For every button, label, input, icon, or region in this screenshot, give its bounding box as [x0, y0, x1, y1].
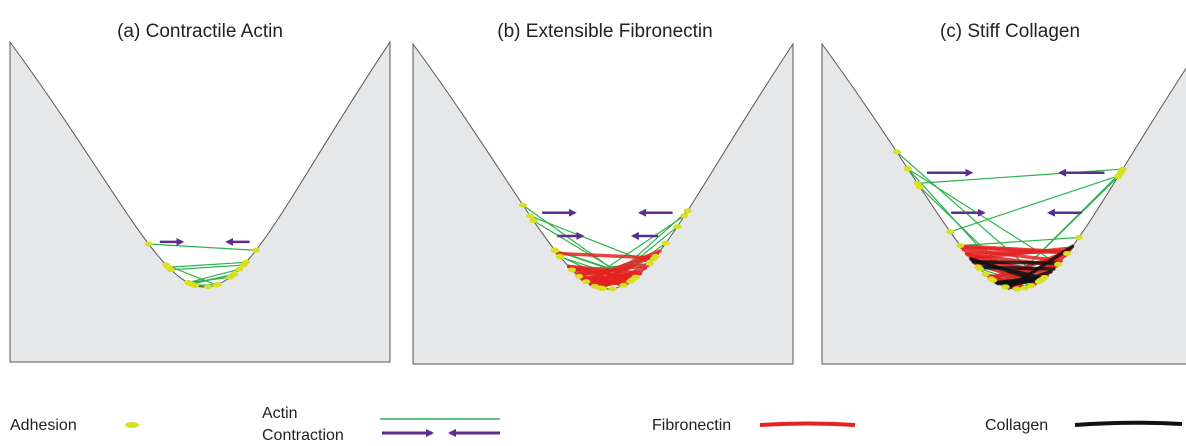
adhesion	[645, 261, 654, 267]
panels	[9, 40, 1186, 365]
adhesion	[956, 243, 965, 249]
substrate	[9, 40, 391, 363]
adhesion	[203, 284, 212, 290]
adhesion	[1036, 278, 1045, 284]
adhesion	[974, 264, 983, 270]
fibronectin-fiber	[566, 264, 636, 281]
adhesion	[946, 229, 955, 235]
adhesion	[1001, 284, 1010, 290]
adhesion	[1054, 261, 1063, 267]
panel-title: (a) Contractile Actin	[117, 21, 283, 42]
legend-label: Fibronectin	[652, 417, 731, 434]
adhesion	[1027, 283, 1036, 289]
adhesion	[892, 149, 901, 155]
adhesion	[680, 213, 689, 219]
adhesion	[981, 271, 990, 277]
adhesion	[251, 247, 260, 253]
adhesion	[1020, 285, 1029, 291]
adhesion	[519, 202, 528, 208]
actin-fiber	[148, 243, 256, 251]
adhesion	[144, 241, 153, 247]
fibronectin-swatch	[759, 421, 856, 427]
adhesion	[626, 279, 635, 285]
adhesion	[631, 274, 640, 280]
legend-label: Actin	[262, 405, 298, 422]
adhesion	[191, 282, 200, 288]
actin-fiber	[187, 276, 231, 284]
adhesion	[526, 213, 535, 219]
legend-label: Adhesion	[10, 417, 77, 434]
actin-fiber	[950, 175, 1119, 233]
adhesion	[235, 266, 244, 272]
collagen-fiber	[1006, 244, 1075, 290]
adhesion	[1063, 251, 1072, 257]
adhesion-swatch	[125, 422, 139, 428]
adhesion	[913, 180, 922, 186]
adhesion	[987, 276, 996, 282]
adhesion	[683, 208, 692, 214]
panel-title: (c) Stiff Collagen	[940, 21, 1080, 42]
adhesion	[582, 279, 591, 285]
adhesion	[184, 280, 193, 286]
substrate	[821, 42, 1186, 365]
adhesion	[1013, 286, 1022, 292]
adhesion	[550, 247, 559, 253]
adhesion	[1114, 173, 1123, 179]
legend: Adhesion Actin Contraction Fibronectin C…	[10, 405, 1183, 444]
adhesion	[673, 224, 682, 230]
adhesion	[1074, 235, 1083, 241]
actin-fiber	[960, 236, 1079, 247]
adhesion	[166, 267, 175, 273]
adhesion	[661, 240, 670, 246]
adhesion	[239, 262, 248, 268]
actin-fiber	[917, 168, 1123, 184]
adhesion	[596, 285, 605, 291]
adhesion	[568, 267, 577, 273]
adhesion	[649, 256, 658, 262]
adhesion	[575, 273, 584, 279]
substrate	[412, 42, 794, 365]
fibronectin-fiber	[575, 263, 650, 277]
adhesion	[619, 282, 628, 288]
actin-fiber	[168, 261, 247, 268]
collagen-fiber	[976, 265, 1056, 271]
adhesion	[226, 274, 235, 280]
legend-label: Contraction	[262, 427, 344, 444]
adhesion	[608, 286, 617, 292]
adhesion	[529, 218, 538, 224]
legend-label: Collagen	[985, 417, 1048, 434]
adhesion	[903, 166, 912, 172]
actin-fiber	[896, 151, 1043, 281]
actin-fiber	[170, 264, 244, 271]
adhesion	[555, 253, 564, 259]
collagen-fiber	[969, 257, 1042, 284]
actin-fiber	[187, 268, 240, 284]
actin-fiber	[165, 264, 217, 286]
fibronectin-fiber	[555, 251, 657, 260]
adhesion	[213, 281, 222, 287]
collagen-swatch	[1074, 420, 1183, 427]
fibronectin-fiber	[964, 249, 1071, 256]
panel-title: (b) Extensible Fibronectin	[497, 21, 712, 42]
